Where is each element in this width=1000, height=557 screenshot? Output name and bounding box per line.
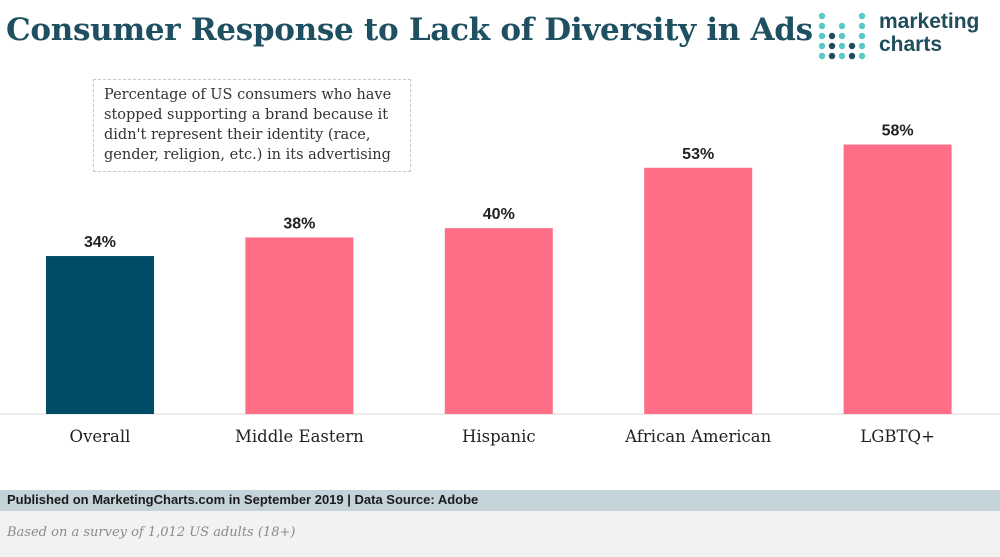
x-tick-label-0: Overall	[70, 427, 131, 446]
logo-line-2: charts	[879, 33, 943, 56]
bar-1	[245, 237, 354, 414]
marketingcharts-logo: marketing charts	[818, 10, 998, 62]
bar-4	[843, 144, 952, 414]
footer-note: Based on a survey of 1,012 US adults (18…	[7, 525, 296, 540]
data-label-0: 34%	[84, 234, 116, 251]
logo-dots-icon	[818, 12, 866, 60]
x-tick-label-2: Hispanic	[462, 427, 536, 446]
data-label-1: 38%	[283, 215, 315, 232]
footer-note-area: Based on a survey of 1,012 US adults (18…	[0, 511, 1000, 557]
bar-chart: 34% Overall 38% Middle Eastern 40% Hispanic 53…	[0, 123, 1000, 446]
footer-bar: Published on MarketingCharts.com in Sept…	[0, 490, 1000, 511]
footer-published: Published on MarketingCharts.com in Sept…	[7, 492, 479, 507]
data-label-2: 40%	[483, 206, 515, 223]
bar-3	[644, 167, 753, 414]
chart-subtitle: Percentage of US consumers who have stop…	[93, 79, 411, 172]
x-tick-label-4: LGBTQ+	[860, 427, 935, 446]
x-tick-label-3: African American	[624, 427, 771, 446]
data-label-4: 58%	[882, 123, 914, 140]
bar-0	[46, 256, 154, 414]
logo-line-1: marketing	[879, 10, 980, 33]
x-tick-label-1: Middle Eastern	[235, 427, 364, 446]
data-label-3: 53%	[682, 146, 714, 163]
bar-2	[444, 228, 553, 414]
chart-title: Consumer Response to Lack of Diversity i…	[6, 12, 813, 48]
logo-wordmark: marketing charts	[879, 10, 979, 56]
